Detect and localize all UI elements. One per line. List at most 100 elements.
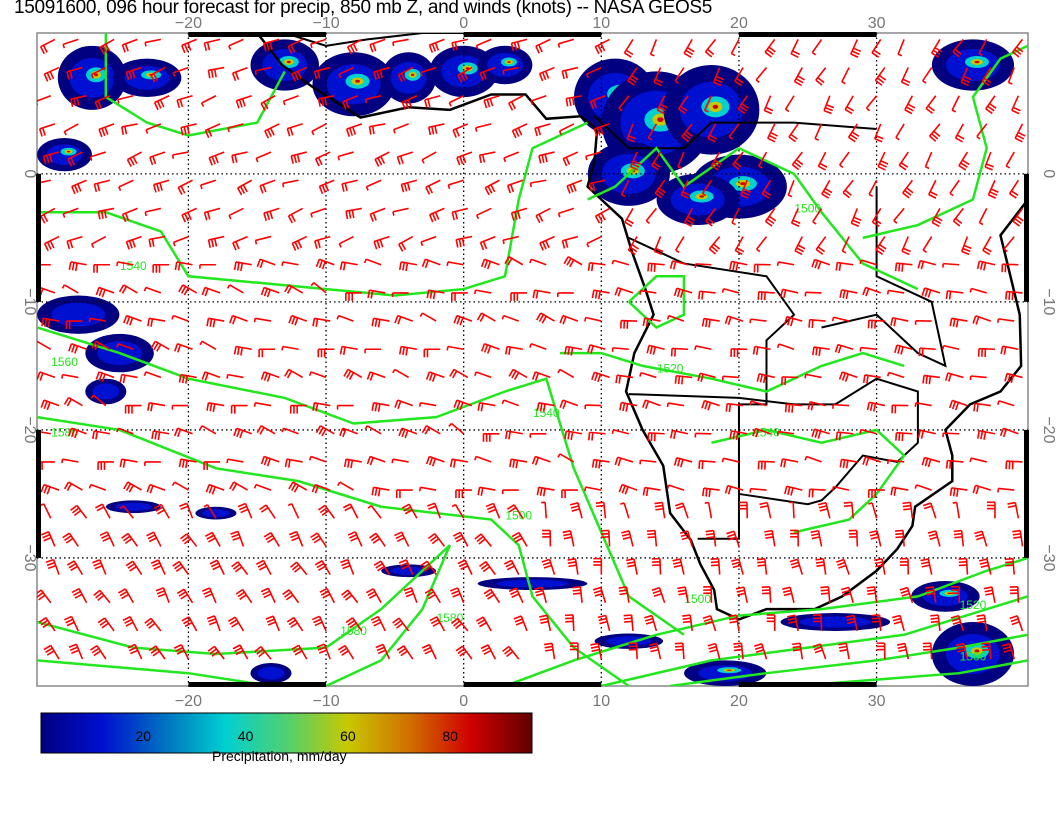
wind-barb <box>151 430 170 441</box>
wind-barb <box>312 402 331 412</box>
wind-barb <box>572 586 583 603</box>
wind-barb <box>840 586 854 603</box>
wind-barb <box>259 179 276 194</box>
wind-barb <box>694 345 712 351</box>
wind-barb <box>179 502 194 519</box>
wind-barb <box>65 320 83 330</box>
wind-barb <box>703 585 713 603</box>
wind-barb <box>862 456 881 466</box>
wind-barb <box>532 289 551 299</box>
wind-barb <box>767 123 779 143</box>
wind-barb <box>838 642 850 660</box>
lon-tick-label: 20 <box>730 693 748 710</box>
wind-barb <box>235 588 253 604</box>
wind-barb <box>291 644 308 660</box>
wind-barb <box>429 616 446 632</box>
country-border <box>243 33 494 47</box>
wind-barb <box>37 340 52 350</box>
wind-barb <box>646 529 658 547</box>
wind-barb <box>119 373 138 384</box>
wind-barb <box>597 614 611 632</box>
wind-barb <box>997 400 1015 407</box>
wind-barb <box>199 425 217 435</box>
wind-barb <box>811 258 831 270</box>
precip-area <box>712 104 719 109</box>
wind-barb <box>482 432 500 442</box>
wind-barb <box>790 39 801 59</box>
height-contour <box>862 44 1028 240</box>
wind-barb <box>503 151 520 163</box>
wind-barb <box>927 530 941 547</box>
wind-barb <box>683 39 695 58</box>
wind-barb <box>620 502 630 519</box>
wind-barb <box>592 586 607 604</box>
wind-barb <box>171 314 189 322</box>
wind-barb <box>317 504 335 519</box>
wind-barb <box>569 502 583 519</box>
wind-barb <box>733 642 744 660</box>
wind-barb <box>642 486 661 497</box>
wind-barb <box>886 459 905 465</box>
wind-barb <box>921 456 941 468</box>
colorbar-tick: 80 <box>442 728 458 744</box>
wind-barb <box>205 483 225 495</box>
wind-barb <box>263 532 280 547</box>
wind-barb <box>483 94 500 109</box>
wind-barb <box>316 643 331 660</box>
wind-barb <box>595 501 607 519</box>
wind-barb <box>839 151 850 169</box>
wind-barb <box>256 258 276 269</box>
wind-barb <box>562 530 575 547</box>
contour-label: 1560 <box>960 649 987 663</box>
wind-barb <box>373 560 391 576</box>
wind-barb <box>941 344 960 351</box>
precip-area <box>947 592 952 595</box>
wind-barb <box>479 66 496 81</box>
wind-barb <box>510 38 528 52</box>
wind-barb <box>122 615 139 632</box>
wind-barb <box>808 318 826 329</box>
wind-barb <box>421 151 437 164</box>
wind-barb <box>480 258 500 270</box>
wind-barb <box>987 179 999 199</box>
wind-barb <box>174 261 193 271</box>
wind-barb <box>260 371 280 382</box>
wind-barb <box>698 460 716 470</box>
wind-barb <box>342 503 359 519</box>
wind-barb <box>233 427 252 439</box>
contour-label: 1560 <box>51 355 78 369</box>
wind-barb <box>1009 585 1020 603</box>
wind-barb <box>230 404 248 414</box>
wind-barb <box>976 429 996 440</box>
wind-barb <box>228 207 244 220</box>
wind-barb <box>455 645 473 660</box>
wind-barb <box>227 123 244 133</box>
wind-barb <box>753 263 771 273</box>
wind-barb <box>977 347 995 357</box>
wind-barb <box>501 399 520 407</box>
wind-barb <box>474 371 492 379</box>
wind-barb <box>620 319 638 329</box>
wind-barb <box>288 481 308 493</box>
wind-barb <box>364 425 382 435</box>
wind-barb <box>981 642 992 660</box>
lon-tick-label: 20 <box>730 15 748 32</box>
wind-barb <box>566 179 583 194</box>
wind-barb <box>814 123 823 141</box>
wind-barb <box>942 432 960 438</box>
wind-barb <box>737 95 749 115</box>
wind-barb <box>730 348 748 358</box>
wind-barb <box>363 258 382 266</box>
lon-tick-label: 0 <box>459 15 468 32</box>
height-contour <box>738 147 919 291</box>
height-contour <box>104 33 286 137</box>
wind-barb <box>627 236 640 256</box>
wind-barb <box>420 235 437 247</box>
wind-barb <box>474 455 492 463</box>
wind-barb <box>226 373 244 379</box>
wind-barb <box>792 642 804 660</box>
wind-barb <box>125 66 142 81</box>
precip-area <box>115 502 152 511</box>
wind-barb <box>401 95 418 110</box>
wind-barb <box>914 484 932 491</box>
